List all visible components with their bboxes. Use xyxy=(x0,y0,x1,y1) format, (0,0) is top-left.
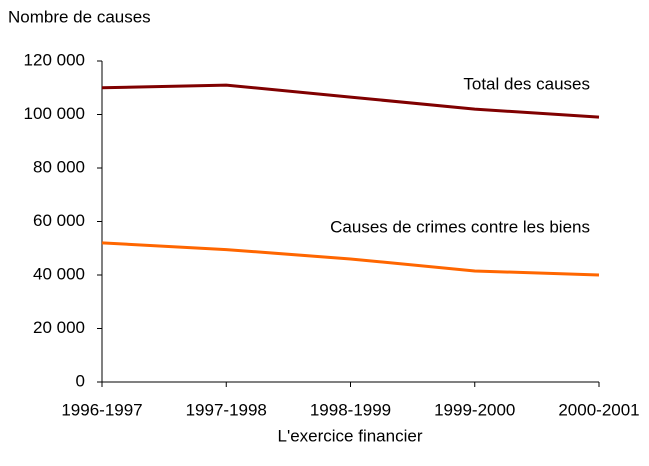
x-tick-label: 1997-1998 xyxy=(186,400,267,419)
x-tick-label: 1998-1999 xyxy=(310,400,391,419)
series-line xyxy=(101,241,600,277)
x-tick-label: 1996-1997 xyxy=(61,400,142,419)
y-tick-label: 20 000 xyxy=(33,318,85,337)
y-tick-label: 60 000 xyxy=(33,211,85,230)
y-tick-label: 0 xyxy=(76,371,85,390)
x-axis-label: L'exercice financier xyxy=(278,426,423,445)
y-tick-label: 100 000 xyxy=(24,104,85,123)
series-label: Total des causes xyxy=(463,74,590,93)
y-axis-label: Nombre de causes xyxy=(8,7,151,26)
series-label: Causes de crimes contre les biens xyxy=(330,217,590,236)
x-tick-label: 1999-2000 xyxy=(434,400,515,419)
y-tick-label: 120 000 xyxy=(24,50,85,69)
series-line xyxy=(101,83,600,119)
x-tick-label: 2000-2001 xyxy=(558,400,639,419)
y-tick-label: 80 000 xyxy=(33,157,85,176)
y-tick-label: 40 000 xyxy=(33,264,85,283)
